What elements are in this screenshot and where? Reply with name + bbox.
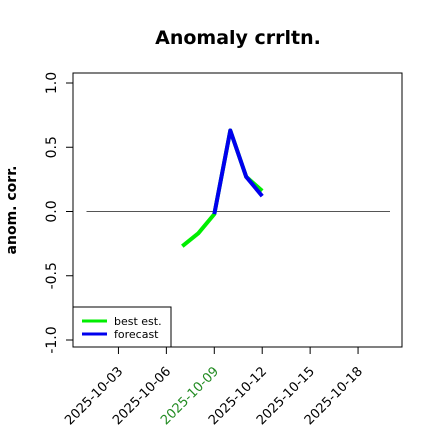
y-tick-label: 1.0 xyxy=(44,72,60,94)
series-line-best-est xyxy=(181,128,264,248)
series-layer xyxy=(181,128,264,248)
legend-label-best-est: best est. xyxy=(114,315,162,328)
y-axis-label: anom. corr. xyxy=(4,166,20,255)
series-line-forecast xyxy=(212,128,264,215)
legend: best est. forecast xyxy=(72,306,172,348)
x-axis: 2025-10-032025-10-062025-10-092025-10-12… xyxy=(62,346,366,428)
plot-frame xyxy=(72,72,403,348)
y-tick-label: -1.0 xyxy=(44,326,60,353)
y-axis: -1.0 -0.5 0.0 0.5 1.0 xyxy=(44,72,74,354)
y-tick-label: -0.5 xyxy=(44,262,60,289)
chart-title: Anomaly crrltn. xyxy=(155,27,321,49)
y-tick-label: 0.0 xyxy=(44,200,60,222)
legend-box xyxy=(72,306,172,348)
legend-label-forecast: forecast xyxy=(114,328,159,341)
y-tick-label: 0.5 xyxy=(44,136,60,158)
